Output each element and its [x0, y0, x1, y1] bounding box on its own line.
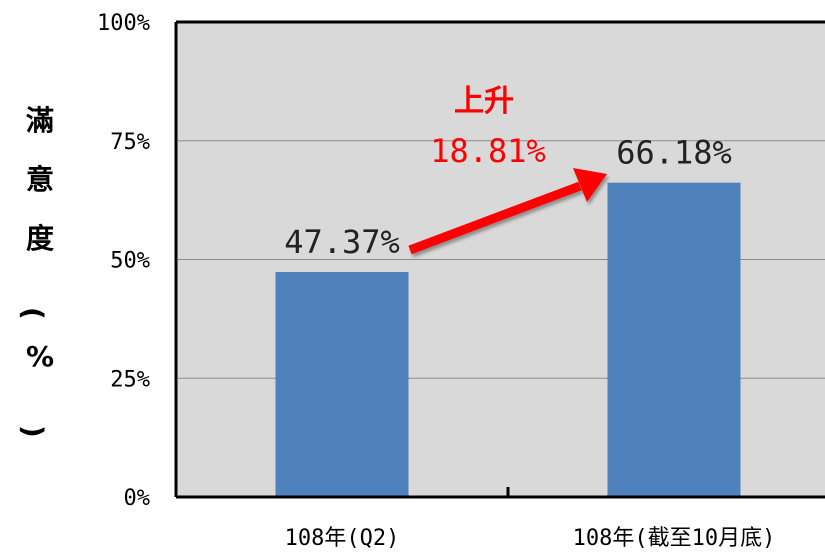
y-tick-label-3: 75% — [110, 130, 150, 155]
bar-0 — [275, 271, 409, 497]
annotation-line-2: 18.81% — [430, 132, 546, 170]
data-label-1: 66.18% — [616, 134, 732, 172]
category-label-0: 108年(Q2) — [285, 526, 400, 551]
y-tick-labels: 0% 25% 50% 75% 100% — [97, 11, 150, 511]
data-labels: 47.37% 66.18% — [284, 134, 732, 261]
y-tick-label-0: 0% — [124, 486, 151, 511]
y-tick-label-1: 25% — [110, 367, 150, 392]
category-label-1: 108年(截至10月底) — [573, 526, 776, 551]
category-labels: 108年(Q2) 108年(截至10月底) — [285, 526, 776, 551]
bar-1 — [607, 182, 741, 497]
y-tick-label-2: 50% — [110, 249, 150, 274]
arrow-head — [573, 168, 607, 202]
bars — [275, 182, 741, 497]
annotation-line-1: 上升 — [454, 84, 514, 119]
arrow-shaft — [408, 181, 582, 255]
y-tick-label-4: 100% — [97, 11, 150, 36]
data-label-0: 47.37% — [284, 223, 400, 261]
y-axis-label: 滿意度(%) — [17, 104, 54, 438]
increase-arrow — [408, 168, 607, 255]
